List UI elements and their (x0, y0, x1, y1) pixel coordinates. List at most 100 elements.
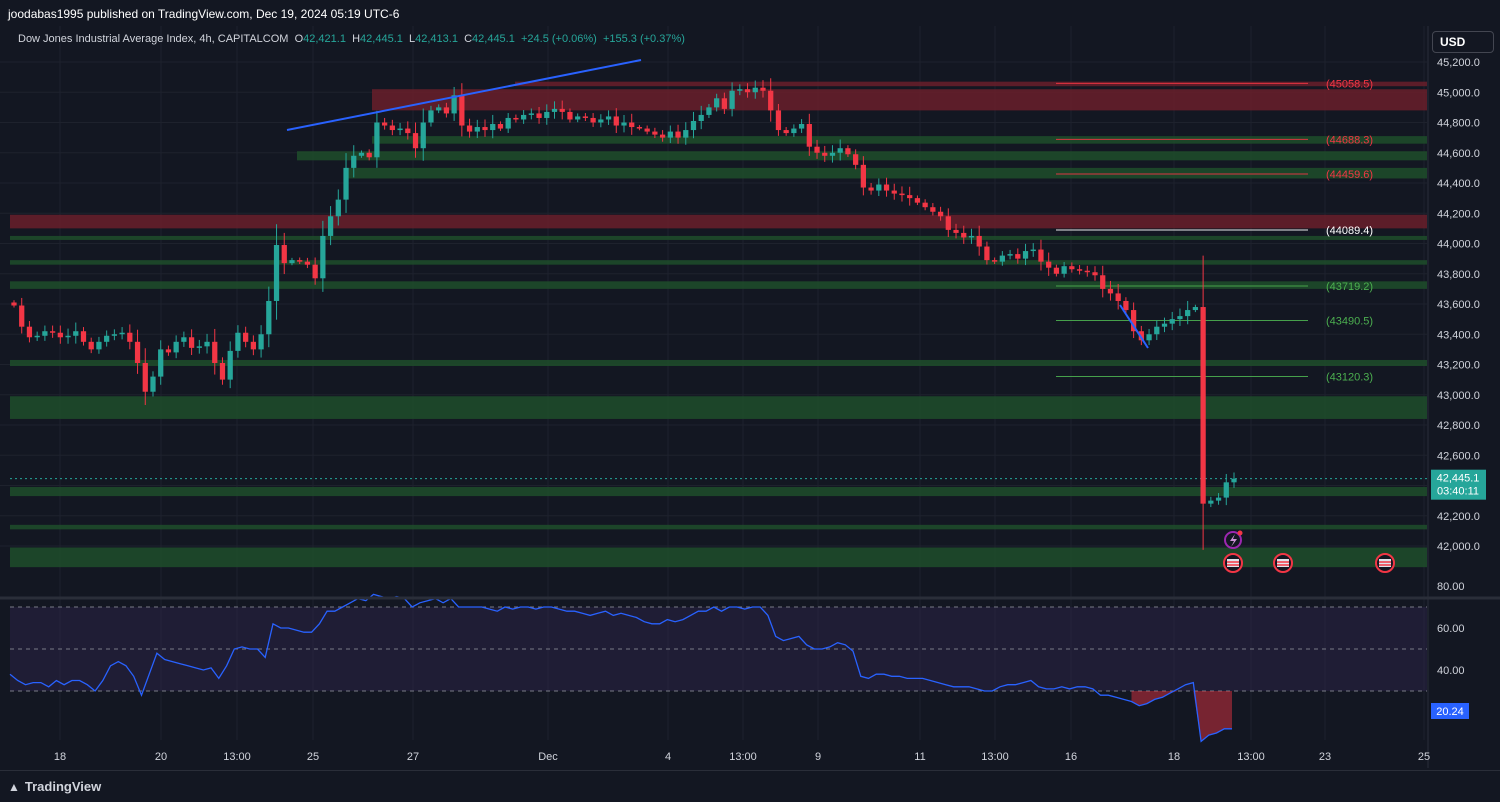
candle-body (281, 245, 287, 264)
candle-body (165, 349, 172, 353)
candle-body (752, 87, 758, 93)
candle-body (683, 130, 689, 138)
candle-body (1046, 261, 1052, 268)
candle-body (937, 211, 944, 217)
candle-body (73, 331, 79, 336)
candle-body (860, 164, 866, 188)
candle-body (227, 350, 233, 380)
candle-body (976, 235, 982, 247)
countdown-label: 03:40:11 (1437, 486, 1479, 498)
candle-body (837, 148, 843, 153)
candle-body (729, 90, 735, 109)
publisher-bar: joodabas1995 published on TradingView.co… (0, 0, 1500, 26)
candle-body (65, 335, 71, 338)
candle-body (490, 124, 496, 131)
candle-body (744, 89, 751, 93)
candle-body (1138, 331, 1144, 341)
candle-body (1022, 251, 1029, 259)
candle-body (1092, 272, 1098, 276)
x-tick-label: 25 (307, 751, 319, 763)
y-tick-label: 42,200.0 (1437, 511, 1480, 523)
demand-zone (347, 167, 1427, 179)
currency-button[interactable]: USD (1432, 31, 1494, 53)
last-price-tag (1431, 469, 1486, 500)
candle-body (196, 346, 202, 348)
candle-body (188, 337, 195, 348)
change-value: +24.5 (+0.06%) (520, 33, 597, 45)
candle-body (412, 133, 419, 149)
candle-body (1161, 323, 1168, 327)
candle-body (714, 98, 720, 108)
candle-body (1015, 254, 1021, 259)
us-flag-event-icon (1277, 559, 1289, 567)
candle-body (382, 122, 388, 126)
candle-body (459, 95, 465, 126)
candle-body (235, 332, 241, 351)
candle-body (629, 122, 635, 128)
y-tick-label: 42,800.0 (1437, 420, 1480, 432)
candle-body (814, 146, 820, 153)
candle-body (999, 255, 1005, 262)
event-markers[interactable] (1223, 530, 1395, 573)
candle-body (443, 107, 450, 114)
candle-body (142, 362, 148, 392)
candle-body (876, 184, 882, 191)
supply-zone (515, 81, 1427, 87)
candle-body (845, 148, 851, 155)
footer: ▲ TradingView (0, 770, 1500, 802)
x-tick-label: 13:00 (729, 751, 757, 763)
candle-body (1076, 269, 1083, 271)
close-label: C (464, 33, 473, 45)
candle-body (968, 235, 975, 238)
demand-zone (372, 136, 1427, 144)
candle-body (1231, 478, 1237, 483)
candle-body (675, 131, 681, 138)
candle-body (389, 125, 395, 131)
candle-body (783, 130, 789, 134)
candle-body (829, 152, 836, 156)
candle-body (659, 134, 666, 138)
candle-body (791, 128, 797, 134)
x-tick-label: 25 (1418, 751, 1430, 763)
candle-body (1069, 266, 1075, 270)
demand-zone (10, 396, 1427, 419)
y-tick-label: 44,200.0 (1437, 208, 1480, 220)
candle-body (405, 128, 411, 134)
close-value: 42,445.1 (472, 33, 515, 45)
candle-body (397, 128, 403, 131)
candle-body (1177, 316, 1183, 320)
candle-body (497, 124, 504, 129)
tradingview-logo-icon: ▲ (8, 780, 20, 794)
candle-body (134, 341, 141, 363)
tradingview-logo[interactable]: ▲ TradingView (8, 779, 101, 794)
x-tick-label: 9 (815, 751, 821, 763)
candle-body (1200, 307, 1206, 504)
candle-body (582, 116, 589, 118)
candle-body (266, 300, 272, 335)
candle-body (1123, 300, 1129, 311)
supply-zone (372, 89, 1427, 111)
open-label: O (294, 33, 304, 45)
y-tick-label: 42,600.0 (1437, 450, 1480, 462)
candle-body (436, 107, 442, 111)
candle-body (760, 87, 766, 91)
candle-body (1223, 482, 1229, 498)
price-axis-panel (1428, 26, 1500, 770)
high-label: H (352, 33, 361, 45)
candle-body (907, 195, 913, 199)
chart-canvas[interactable]: (45058.5) (44688.3) (44459.6) (44089.4) (437… (0, 26, 1500, 770)
candle-body (513, 117, 519, 120)
demand-zone (10, 359, 1427, 367)
candle-body (289, 260, 295, 264)
level-label: (43120.3) (1326, 372, 1373, 384)
high-value: 42,445.1 (360, 33, 403, 45)
candle-body (243, 332, 249, 342)
rsi-tick-label: 40.00 (1437, 665, 1465, 677)
candle-body (590, 117, 596, 123)
y-tick-label: 44,000.0 (1437, 239, 1480, 251)
candle-body (1115, 293, 1121, 301)
candle-body (482, 127, 488, 131)
trendlines[interactable] (286, 59, 1149, 349)
symbol-title[interactable]: Dow Jones Industrial Average Index, 4h, … (18, 33, 289, 45)
tradingview-brand: TradingView (24, 779, 102, 794)
